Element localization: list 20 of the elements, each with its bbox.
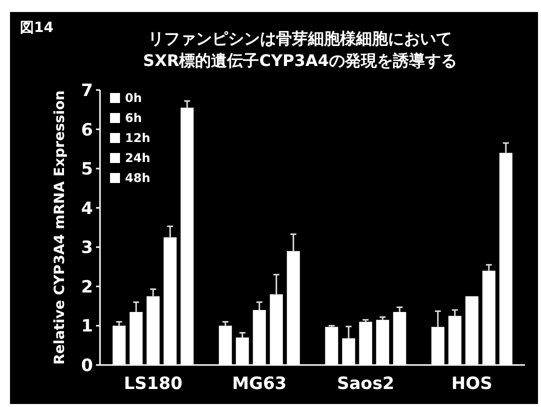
x-tick-label: LS180: [124, 374, 183, 394]
y-tick-label: 2: [81, 277, 93, 298]
y-tick-label: 3: [81, 238, 93, 258]
legend-label: 0h: [125, 91, 142, 105]
y-axis-title: Relative CYP3A4 mRNA Expression: [52, 90, 68, 365]
y-tick-label: 5: [81, 160, 93, 180]
caption: 図14: [20, 20, 54, 36]
y-tick-label: 0: [81, 356, 94, 376]
x-tick-label: Saos2: [336, 374, 394, 394]
x-tick-label: HOS: [451, 374, 492, 394]
y-tick-label: 7: [81, 81, 93, 101]
y-tick-label: 6: [81, 120, 93, 140]
y-tick-label: 1: [81, 316, 93, 337]
y-tick-label: 4: [81, 198, 94, 219]
legend-label: 48h: [125, 171, 150, 185]
legend-label: 6h: [125, 111, 142, 125]
x-tick-label: MG63: [232, 374, 287, 394]
chart-title: リファンピシンは骨芽細胞様細胞において SXR標的遺伝子CYP3A4の発現を誘導する: [143, 29, 457, 70]
legend-label: 12h: [125, 131, 150, 145]
legend-label: 24h: [125, 151, 150, 165]
